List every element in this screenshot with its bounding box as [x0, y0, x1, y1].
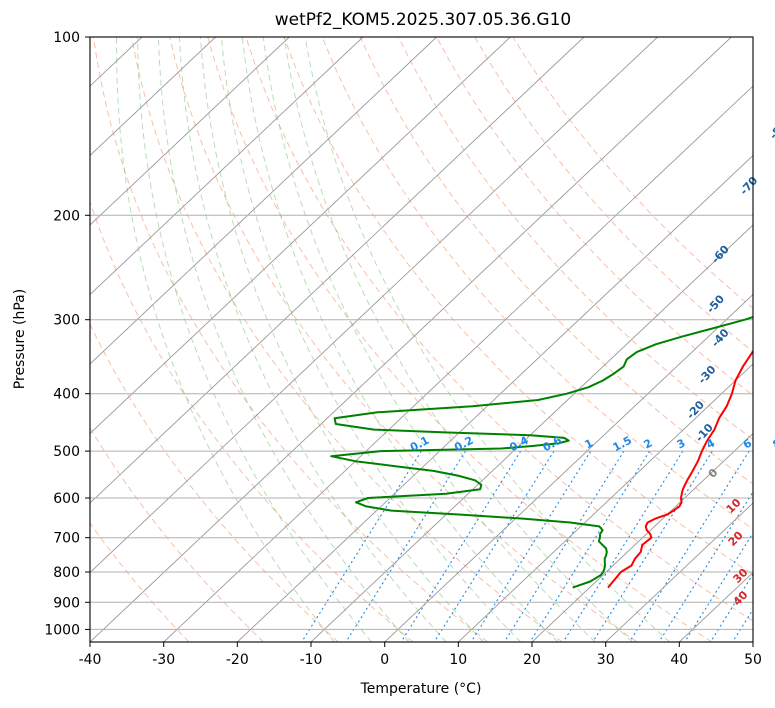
- x-axis-label: Temperature (°C): [360, 681, 482, 697]
- profile-lines-group: [330, 315, 753, 589]
- dry-adiabat-line: [207, 37, 712, 642]
- x-tick-label: 20: [523, 652, 541, 668]
- x-tick-label: 40: [670, 652, 688, 668]
- x-tick-label: 10: [449, 652, 467, 668]
- dry-adiabat-line: [474, 37, 753, 353]
- x-tick-label: -20: [226, 652, 249, 668]
- moist-adiabat-line: [178, 37, 447, 642]
- grid-lines-group: [0, 37, 753, 642]
- y-axis-ticks: 100 200 300 400 500 600 700 800 900 1000: [44, 30, 90, 638]
- dry-adiabat-label: -80: [767, 118, 775, 142]
- dry-adiabat-line: [321, 37, 753, 530]
- dry-adiabat-line: [245, 37, 753, 622]
- isotherm-line: [0, 37, 68, 642]
- y-tick-label: 700: [53, 531, 80, 547]
- y-axis-label: Pressure (hPa): [12, 289, 28, 389]
- moist-adiabat-line: [157, 37, 410, 642]
- moist-adiabat-line: [220, 37, 522, 642]
- moist-adiabat-line: [116, 37, 335, 642]
- dewpoint-profile-line: [330, 315, 753, 589]
- mixing-ratio-label: 8: [771, 436, 775, 451]
- dry-adiabat-line: [90, 426, 264, 642]
- y-tick-label: 400: [53, 387, 80, 403]
- x-tick-label: 30: [597, 652, 615, 668]
- y-tick-label: 200: [53, 208, 80, 224]
- isotherm-line: [90, 37, 658, 574]
- isotherm-line: [90, 37, 290, 226]
- moist-adiabat-line: [262, 37, 596, 642]
- dry-adiabat-line: [436, 37, 753, 396]
- isotherm-line: [90, 37, 511, 435]
- y-tick-label: 500: [53, 444, 80, 460]
- dry-adiabat-line: [92, 37, 488, 642]
- moist-adiabat-line: [283, 37, 633, 642]
- isotherm-line: [236, 154, 753, 642]
- x-tick-label: -40: [79, 652, 102, 668]
- dry-adiabat-line: [90, 322, 339, 642]
- chart-title: wetPf2_KOM5.2025.307.05.36.G10: [275, 10, 571, 30]
- isotherm-line: [90, 37, 216, 157]
- dry-adiabat-line: [359, 37, 753, 485]
- y-tick-label: 900: [53, 595, 80, 611]
- temperature-profile-line: [607, 349, 753, 589]
- dry-adiabat-line: [283, 37, 753, 576]
- dry-adiabat-line: [398, 37, 753, 441]
- mixing-ratio-line: [755, 451, 775, 642]
- x-tick-label: -30: [152, 652, 175, 668]
- x-axis-ticks: -40 -30 -20 -10 0 10 20 30 40 50: [79, 642, 762, 668]
- dry-adiabat-line: [131, 37, 563, 642]
- y-tick-label: 600: [53, 491, 80, 507]
- x-tick-label: -10: [300, 652, 323, 668]
- moist-adiabat-line: [241, 37, 559, 642]
- y-tick-label: 300: [53, 313, 80, 329]
- y-tick-label: 800: [53, 565, 80, 581]
- isotherm-line: [457, 363, 753, 642]
- plot-area: [90, 37, 753, 642]
- plot-frame: [89, 36, 754, 643]
- isotherm-line: [310, 224, 753, 642]
- isotherm-line: [384, 293, 753, 642]
- y-tick-label: 100: [53, 30, 80, 46]
- dry-adiabat-line: [512, 37, 753, 309]
- x-tick-label: 50: [744, 652, 762, 668]
- y-tick-label: 1000: [44, 622, 80, 638]
- moist-adiabat-line: [304, 37, 671, 642]
- isotherm-line: [531, 432, 753, 642]
- dry-adiabat-line: [169, 37, 638, 642]
- isotherm-line: [90, 37, 732, 642]
- moist-adiabat-line: [137, 37, 372, 642]
- isotherm-line: [605, 502, 753, 642]
- isotherm-line: [90, 37, 364, 296]
- isotherm-line: [163, 85, 753, 642]
- x-tick-label: 0: [380, 652, 389, 668]
- isotherm-line: [90, 37, 437, 365]
- isotherm-line: [90, 37, 585, 504]
